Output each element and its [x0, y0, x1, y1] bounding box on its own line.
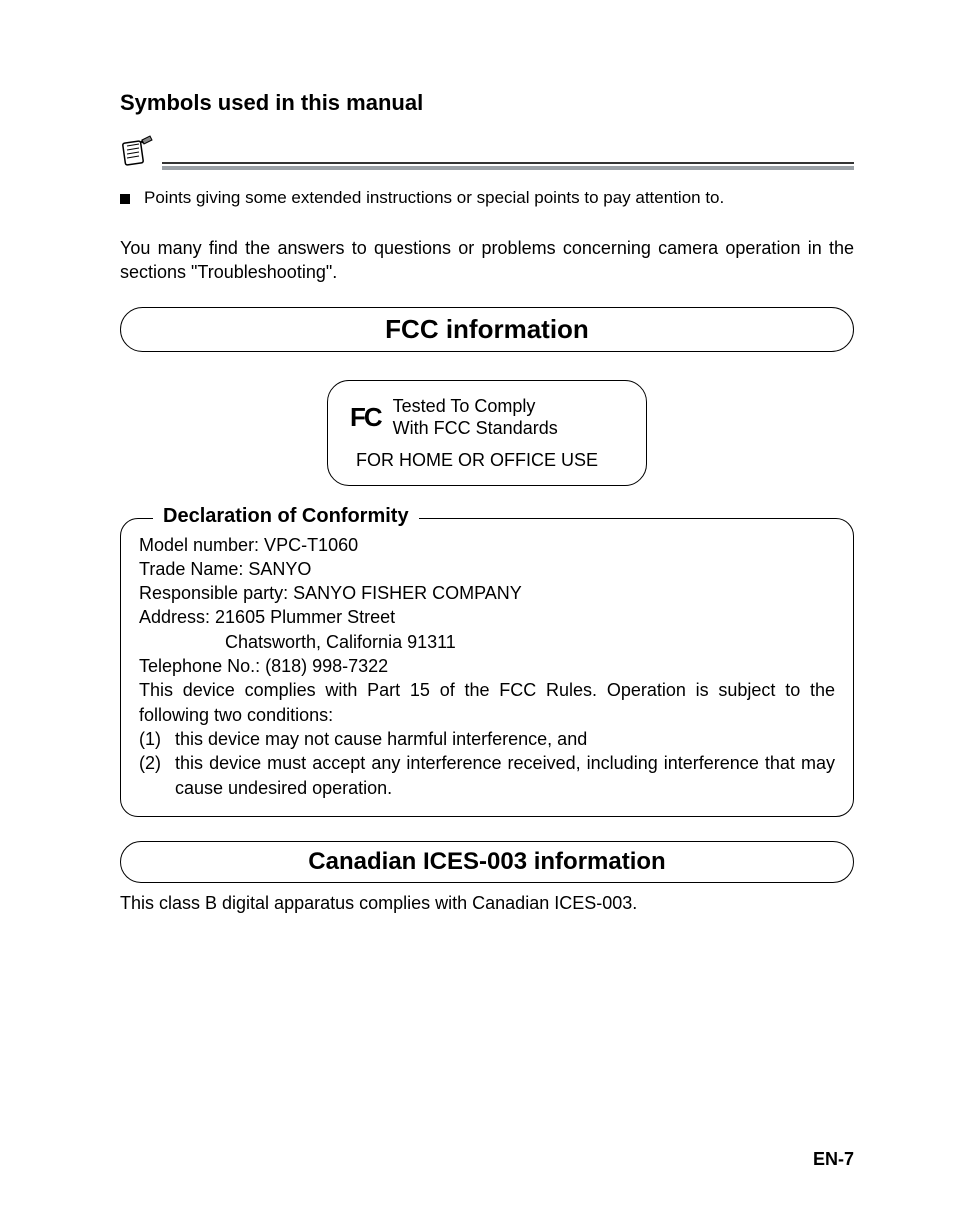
page-number: EN-7 [813, 1149, 854, 1170]
bullet-line: Points giving some extended instructions… [120, 188, 854, 208]
fcc-tested-line2: With FCC Standards [393, 417, 558, 440]
decl-cond2-num: (2) [139, 751, 167, 800]
note-icon [120, 134, 156, 170]
ices-heading-pill: Canadian ICES-003 information [120, 841, 854, 883]
bullet-text: Points giving some extended instructions… [144, 188, 724, 208]
decl-cond1-num: (1) [139, 727, 167, 751]
decl-cond1: (1) this device may not cause harmful in… [139, 727, 835, 751]
decl-model: Model number: VPC-T1060 [139, 533, 835, 557]
fcc-tested-line1: Tested To Comply [393, 395, 558, 418]
decl-cond1-txt: this device may not cause harmful interf… [175, 727, 835, 751]
decl-cond2: (2) this device must accept any interfer… [139, 751, 835, 800]
fcc-badge-container: FC Tested To Comply With FCC Standards F… [120, 380, 854, 486]
fcc-tested-text: Tested To Comply With FCC Standards [393, 395, 558, 440]
note-rule [162, 162, 854, 170]
fcc-logo-icon: FC [350, 402, 381, 433]
decl-comply: This device complies with Part 15 of the… [139, 678, 835, 727]
fcc-badge: FC Tested To Comply With FCC Standards F… [327, 380, 647, 486]
decl-addr2: Chatsworth, California 91311 [139, 630, 835, 654]
decl-trade: Trade Name: SANYO [139, 557, 835, 581]
declaration-fieldset: Declaration of Conformity Model number: … [120, 518, 854, 817]
decl-addr1: Address: 21605 Plummer Street [139, 605, 835, 629]
square-bullet-icon [120, 194, 130, 204]
decl-party: Responsible party: SANYO FISHER COMPANY [139, 581, 835, 605]
intro-paragraph: You many find the answers to questions o… [120, 236, 854, 285]
heading-symbols: Symbols used in this manual [120, 90, 854, 116]
declaration-legend: Declaration of Conformity [153, 505, 419, 528]
decl-tel: Telephone No.: (818) 998-7322 [139, 654, 835, 678]
decl-cond2-txt: this device must accept any interference… [175, 751, 835, 800]
ices-text: This class B digital apparatus complies … [120, 893, 854, 914]
fcc-heading-pill: FCC information [120, 307, 854, 352]
document-page: Symbols used in this manual Points givin… [0, 0, 954, 1220]
fcc-for-text: FOR HOME OR OFFICE USE [350, 450, 624, 471]
note-separator [120, 134, 854, 170]
